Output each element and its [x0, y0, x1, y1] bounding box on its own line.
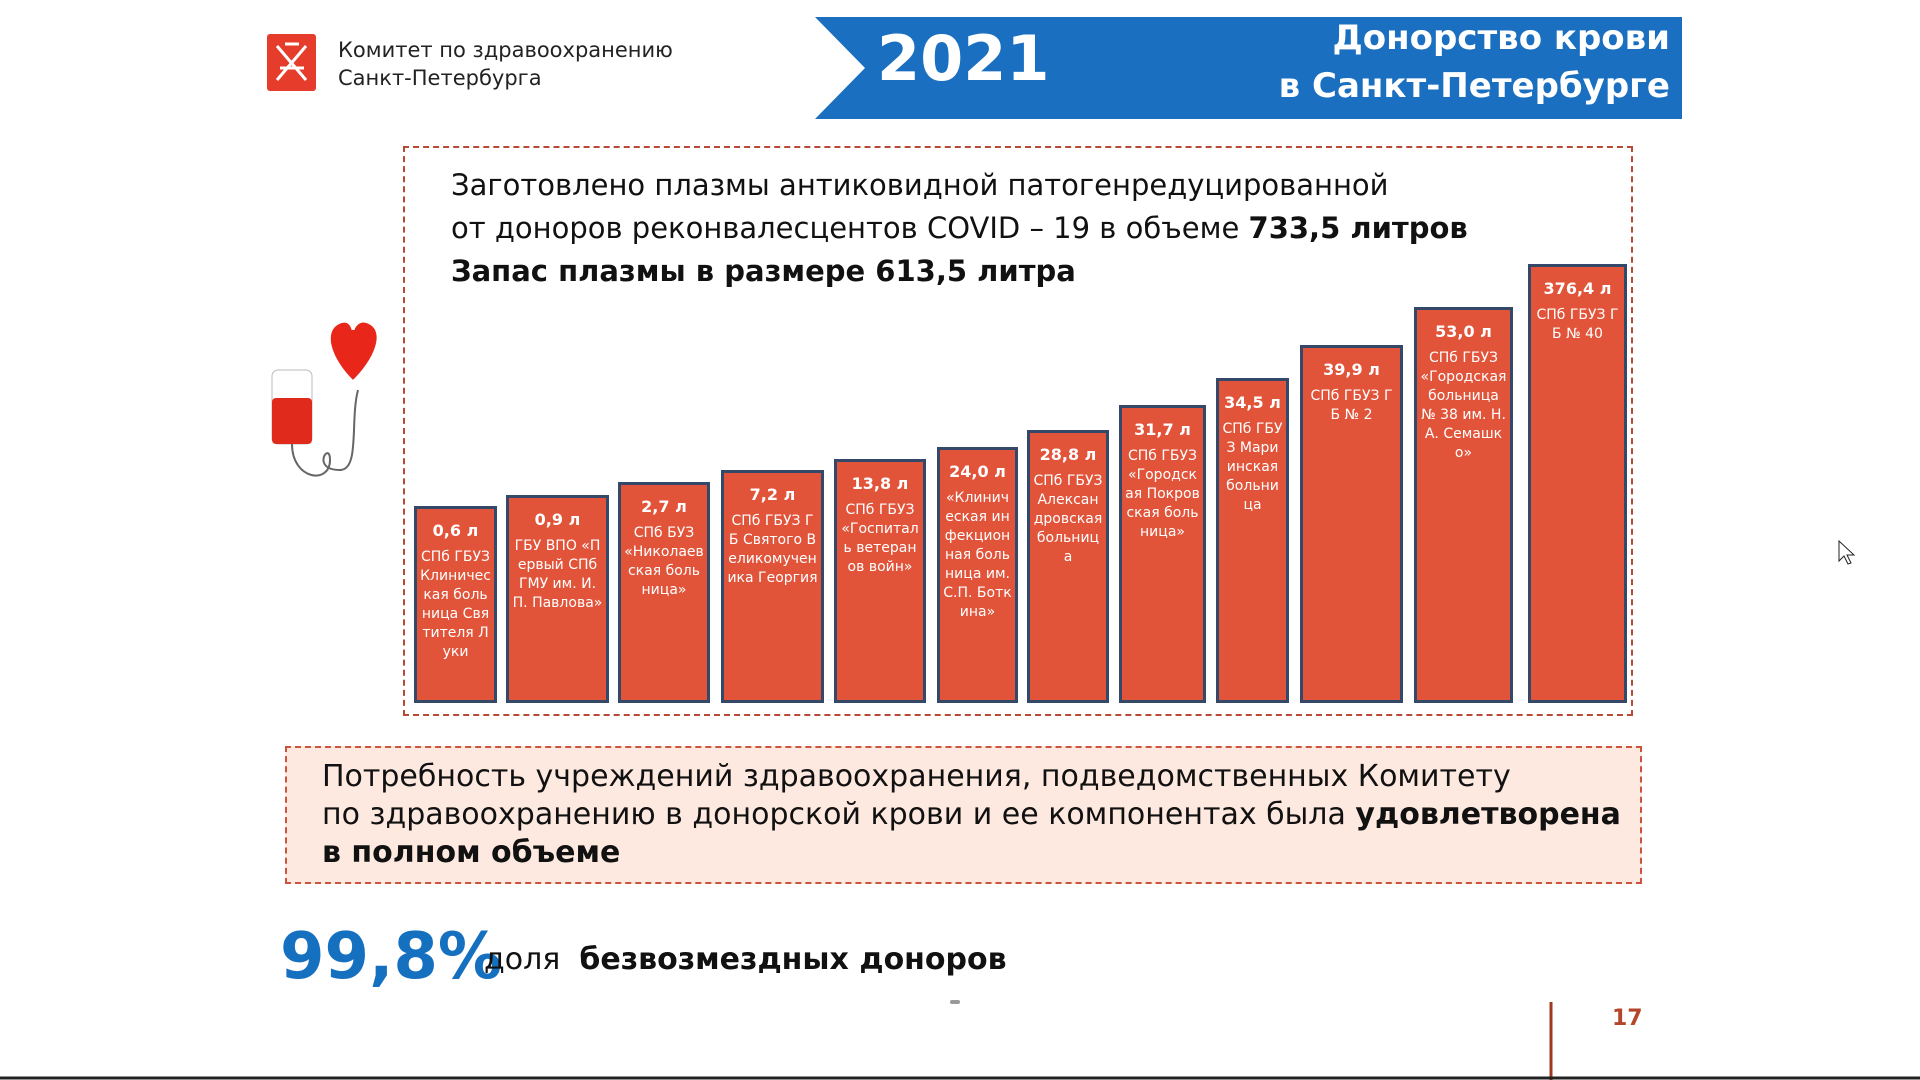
- bar: 28,8 л СПб ГБУЗ Александровская больница: [1027, 430, 1109, 703]
- title-line: в Санкт-Петербурге: [1278, 66, 1670, 106]
- text: от доноров реконвалесцентов COVID – 19 в…: [451, 211, 1240, 245]
- title: Донорство крови в Санкт-Петербурге: [1279, 14, 1670, 110]
- bar-value: 34,5 л: [1224, 393, 1281, 412]
- bar: 0,9 л ГБУ ВПО «Первый СПб ГМУ им. И.П. Па…: [506, 495, 609, 703]
- page-number: 17: [1612, 1006, 1643, 1031]
- bar-label: «Клиническая инфекционная больница им. С…: [943, 490, 1012, 620]
- bar-value: 0,6 л: [432, 521, 479, 540]
- bar-label: СПб ГБУЗ ГБ Святого Великомученика Георг…: [727, 513, 818, 586]
- stat-text: доля безвозмездных доноров: [484, 942, 1007, 977]
- bar-value: 2,7 л: [641, 497, 687, 516]
- bar-label: СПб ГБУЗ ГБ № 40: [1536, 307, 1619, 342]
- blood-bag-fill: [272, 398, 312, 444]
- text-line: Запас плазмы в размере 613,5 литра: [451, 254, 1076, 288]
- bar-label: СПб ГБУЗ «Госпиталь ветеранов войн»: [841, 502, 919, 575]
- plasma-text: Заготовлено плазмы антиковидной патогенр…: [451, 164, 1468, 293]
- bar-label: СПб ГБУЗ Мариинская больница: [1222, 421, 1283, 513]
- text-bold: безвозмездных доноров: [579, 942, 1007, 977]
- bar-label: СПб ГБУЗ Александровская больница: [1033, 473, 1103, 565]
- bar-value: 53,0 л: [1435, 322, 1492, 341]
- bar-value: 7,2 л: [749, 485, 796, 504]
- text-line: по здравоохранению в донорской крови и е…: [322, 796, 1621, 834]
- bar: 13,8 л СПб ГБУЗ «Госпиталь ветеранов войн…: [834, 459, 926, 703]
- text-line: в полном объеме: [322, 835, 621, 870]
- marker: [950, 1000, 960, 1004]
- text-line: Заготовлено плазмы антиковидной патогенр…: [451, 168, 1389, 202]
- title-line: Донорство крови: [1332, 18, 1670, 58]
- text-bold: удовлетворена: [1355, 797, 1621, 832]
- stat-value: 99,8%: [280, 920, 503, 994]
- heart: [327, 319, 380, 385]
- bar: 376,4 л СПб ГБУЗ ГБ № 40: [1528, 264, 1627, 703]
- bar: 53,0 л СПб ГБУЗ «Городская больница № 38 …: [1414, 307, 1513, 703]
- org-name: Комитет по здравоохранению Санкт-Петербур…: [338, 36, 673, 92]
- bar-value: 376,4 л: [1543, 279, 1612, 298]
- bar: 24,0 л «Клиническая инфекционная больница…: [937, 447, 1018, 703]
- text-bold: 733,5 литров: [1248, 211, 1468, 245]
- bar-label: ГБУ ВПО «Первый СПб ГМУ им. И.П. Павлова…: [512, 538, 603, 611]
- text: доля: [484, 942, 561, 977]
- tube: [291, 389, 359, 477]
- org-line: Санкт-Петербурга: [338, 66, 542, 90]
- bar: 39,9 л СПб ГБУЗ ГБ № 2: [1300, 345, 1403, 703]
- bar-value: 39,9 л: [1323, 360, 1380, 379]
- bar-label: СПб БУЗ «Николаевская больница»: [624, 525, 704, 598]
- bar-value: 24,0 л: [949, 462, 1006, 481]
- text-line: Потребность учреждений здравоохранения, …: [322, 759, 1511, 794]
- note-box: [285, 746, 1642, 884]
- bar-label: СПб ГБУЗ ГБ № 2: [1310, 388, 1393, 423]
- bar-value: 13,8 л: [851, 474, 909, 493]
- bar-label: СПб ГБУЗ Клиническая больница Святителя …: [420, 549, 491, 660]
- banner: [815, 17, 1682, 119]
- bar-value: 0,9 л: [534, 510, 581, 529]
- bar: 7,2 л СПб ГБУЗ ГБ Святого Великомученика …: [721, 470, 824, 703]
- text-line: от доноров реконвалесцентов COVID – 19 в…: [451, 207, 1468, 250]
- bar: 2,7 л СПб БУЗ «Николаевская больница»: [618, 482, 710, 703]
- bar: 31,7 л СПб ГБУЗ «Городская Покровская бол…: [1119, 405, 1206, 703]
- year: 2021: [877, 22, 1050, 95]
- bar-label: СПб ГБУЗ «Городская Покровская больница»: [1125, 448, 1200, 540]
- org-line: Комитет по здравоохранению: [338, 38, 673, 62]
- cursor: [1838, 539, 1856, 565]
- bar-value: 31,7 л: [1134, 420, 1191, 439]
- bar: 34,5 л СПб ГБУЗ Мариинская больница: [1216, 378, 1289, 703]
- text: по здравоохранению в донорской крови и е…: [322, 797, 1346, 832]
- logo-emblem: [275, 42, 308, 81]
- plasma-box: [403, 146, 1633, 716]
- bar: 0,6 л СПб ГБУЗ Клиническая больница Святи…: [414, 506, 497, 703]
- bar-value: 28,8 л: [1039, 445, 1097, 464]
- bar-label: СПб ГБУЗ «Городская больница № 38 им. Н.…: [1420, 350, 1507, 461]
- note-text: Потребность учреждений здравоохранения, …: [322, 758, 1621, 872]
